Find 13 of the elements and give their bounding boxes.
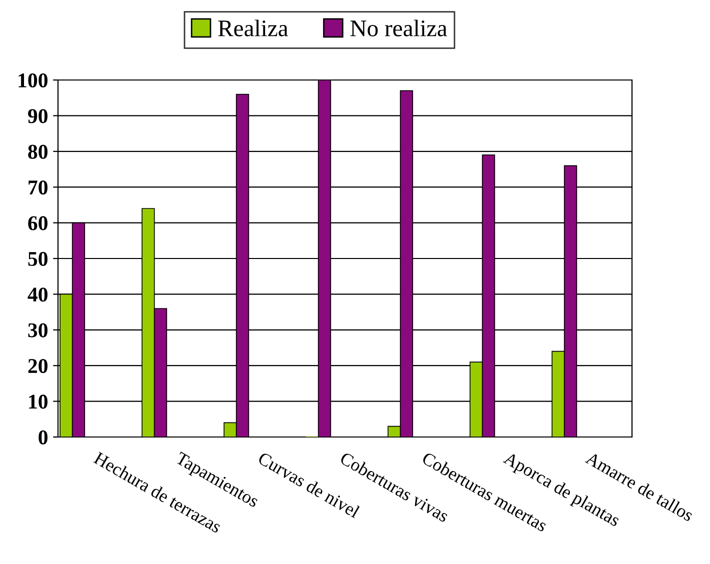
y-tick-label: 80 [28,144,48,159]
y-tick-label: 10 [29,394,48,409]
y-tick-label: 20 [28,358,48,374]
y-tick-label: 60 [28,216,48,230]
legend-label: Realiza [218,20,288,36]
y-tick-label: 0 [38,430,48,444]
legend-label: No realiza [350,20,448,36]
y-tick-label: 70 [28,180,48,195]
y-tick-label: 100 [18,73,48,88]
y-tick-label: 50 [28,252,48,266]
y-tick-label: 30 [28,323,48,338]
y-tick-label: 40 [28,288,48,302]
y-tick-label: 90 [28,109,48,124]
